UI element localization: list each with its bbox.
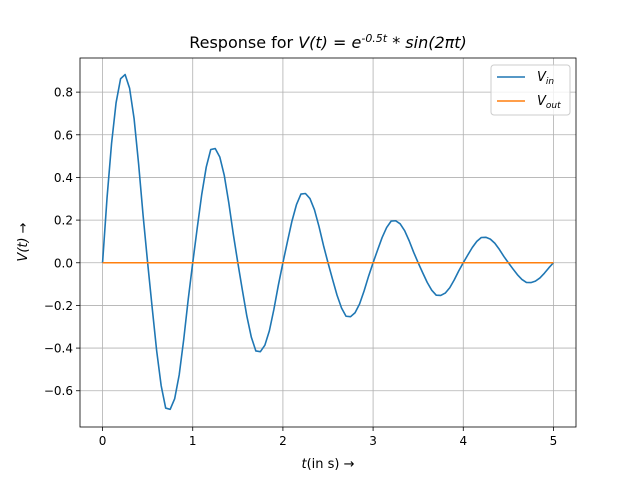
x-tick-label: 1 bbox=[189, 434, 197, 448]
y-tick-label: 0.6 bbox=[54, 128, 73, 142]
x-axis-ticks: 0 1 2 3 4 5 bbox=[99, 427, 558, 448]
axes-frame bbox=[79, 57, 577, 428]
x-axis-label-unit: (in s) → bbox=[307, 457, 355, 472]
x-tick-label: 5 bbox=[550, 434, 558, 448]
y-tick-label: 0.8 bbox=[54, 86, 73, 100]
y-axis-label-var: V(t) bbox=[16, 237, 31, 261]
legend: Vin Vout bbox=[490, 64, 571, 116]
x-tick-label: 2 bbox=[279, 434, 287, 448]
y-tick-label: 0.0 bbox=[54, 256, 73, 270]
x-axis-label: t(in s) → bbox=[301, 457, 354, 472]
x-tick-label: 3 bbox=[369, 434, 377, 448]
title-formula-exponent: -0.5t bbox=[361, 32, 387, 45]
y-tick-label: 0.4 bbox=[54, 171, 73, 185]
y-axis-label-arrow: → bbox=[16, 222, 31, 237]
chart-title: Response for V(t) = e-0.5t * sin(2πt) bbox=[189, 32, 467, 52]
y-tick-label: −0.4 bbox=[44, 342, 73, 356]
y-tick-label: −0.6 bbox=[44, 384, 73, 398]
x-tick-label: 4 bbox=[459, 434, 467, 448]
y-axis-label: V(t) → bbox=[16, 222, 31, 261]
title-formula-rest: * sin(2πt) bbox=[387, 33, 467, 52]
y-axis-ticks: −0.6 −0.4 −0.2 0.0 0.2 0.4 0.6 0.8 bbox=[44, 86, 80, 398]
y-tick-label: −0.2 bbox=[44, 299, 73, 313]
legend-label-in: Vin bbox=[537, 70, 554, 87]
title-formula-base: V(t) = e bbox=[298, 33, 361, 52]
x-tick-label: 0 bbox=[99, 434, 107, 448]
chart-title-prefix: Response for bbox=[189, 33, 298, 52]
x-axis-label-var: t bbox=[301, 457, 307, 472]
y-tick-label: 0.2 bbox=[54, 214, 73, 228]
chart-title-formula: V(t) = e-0.5t * sin(2πt) bbox=[298, 32, 467, 52]
legend-label-out: Vout bbox=[537, 94, 561, 111]
series-layer bbox=[101, 73, 555, 411]
